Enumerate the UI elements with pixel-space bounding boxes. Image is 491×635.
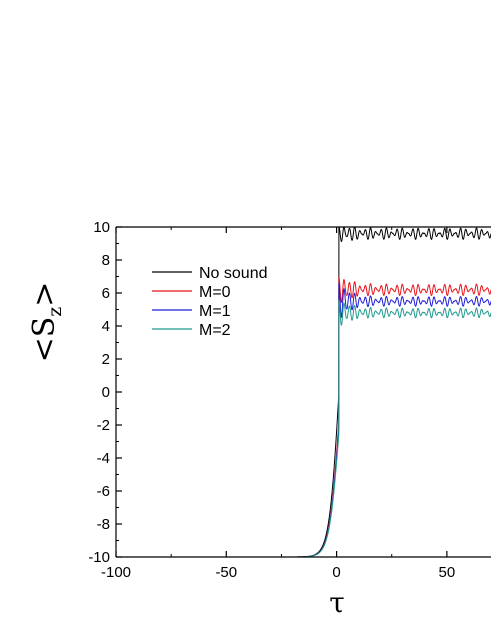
- y-tick-label: 8: [102, 252, 110, 269]
- y-axis-label-main: <S: [27, 317, 62, 363]
- x-tick-label: 0: [332, 564, 340, 581]
- y-tick-label: 10: [93, 219, 110, 236]
- y-tick-label: -6: [97, 483, 110, 500]
- series-line-0: [116, 227, 491, 557]
- y-tick-label: 4: [102, 318, 110, 335]
- y-tick-label: -8: [97, 516, 110, 533]
- y-tick-label: -4: [97, 450, 110, 467]
- axes-layer: -100 -50 0 50 -10 -8 -6 -4 -2 0 2 4 6 8 10: [88, 219, 491, 581]
- x-tick-label: 50: [439, 564, 456, 581]
- x-tick-label: -50: [215, 564, 237, 581]
- y-axis-label: <Sz>: [27, 282, 66, 363]
- y-axis-label-close: >: [27, 282, 62, 307]
- y-tick-label: 0: [102, 384, 110, 401]
- svg-text:<Sz>: <Sz>: [27, 282, 66, 363]
- y-tick-label: 2: [102, 351, 110, 368]
- series-line-1: [116, 276, 491, 557]
- series-layer: [116, 227, 491, 557]
- legend: No sound M=0 M=1 M=2: [152, 265, 268, 339]
- y-tick-label: -10: [88, 549, 110, 566]
- y-axis-label-sub: z: [44, 307, 66, 317]
- y-tick-label: 6: [102, 285, 110, 302]
- legend-label: M=1: [199, 303, 231, 320]
- legend-label: M=2: [199, 322, 231, 339]
- x-tick-label: -100: [101, 564, 131, 581]
- legend-label: M=0: [199, 284, 231, 301]
- legend-label: No sound: [199, 265, 268, 282]
- series-line-2: [116, 283, 491, 557]
- series-line-3: [116, 299, 491, 557]
- x-axis-label: τ: [329, 586, 345, 619]
- y-tick-label: -2: [97, 417, 110, 434]
